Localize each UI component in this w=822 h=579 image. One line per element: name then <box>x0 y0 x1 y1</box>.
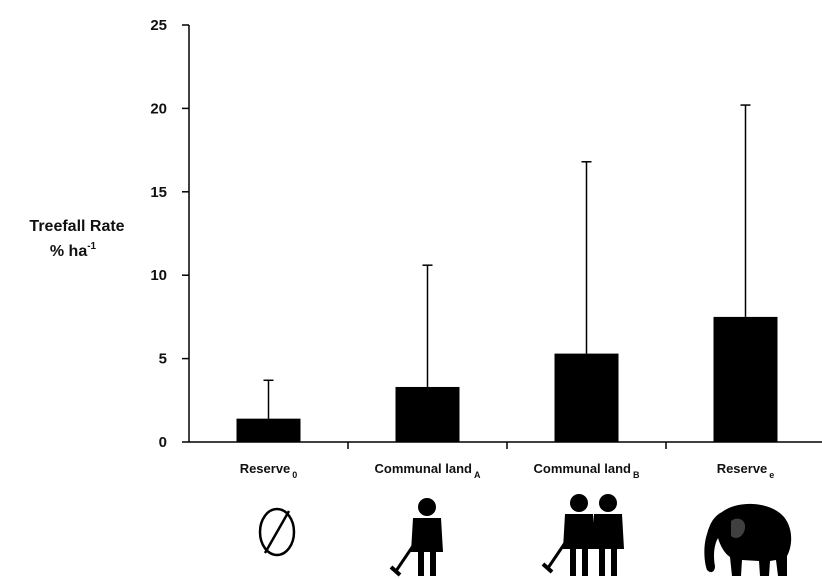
bar <box>236 418 301 442</box>
bar <box>554 353 619 442</box>
bar <box>713 316 778 442</box>
y-tick-label: 0 <box>159 434 167 451</box>
y-axis-label-line1: Treefall Rate <box>29 218 124 235</box>
person-with-hoe-icon <box>389 498 443 577</box>
elephant-icon <box>704 503 792 576</box>
y-tick-label: 15 <box>150 184 167 201</box>
y-tick-label: 20 <box>150 100 167 117</box>
y-tick-label: 25 <box>150 17 167 34</box>
x-ticks <box>347 442 667 449</box>
category-label: Communal land A <box>374 461 481 480</box>
bars <box>236 104 778 442</box>
y-tick-label: 5 <box>159 351 167 368</box>
two-people-with-hoe-icon <box>541 494 624 576</box>
y-ticks: 0 5 10 15 20 25 <box>150 17 189 451</box>
y-axis-label-exponent: -1 <box>87 241 96 252</box>
category-label: Reserve 0 <box>240 461 298 480</box>
category-label: Reserve e <box>717 461 775 480</box>
category-labels: Reserve 0 Communal land A Communal land B Rese… <box>240 461 775 480</box>
y-tick-label: 10 <box>150 267 167 284</box>
y-axis-label-unit: % ha <box>50 243 87 260</box>
bar <box>395 386 460 442</box>
no-symbol-icon <box>258 507 296 557</box>
category-label: Communal land B <box>533 461 640 480</box>
y-axis-label-line2: % ha-1 <box>50 241 97 260</box>
